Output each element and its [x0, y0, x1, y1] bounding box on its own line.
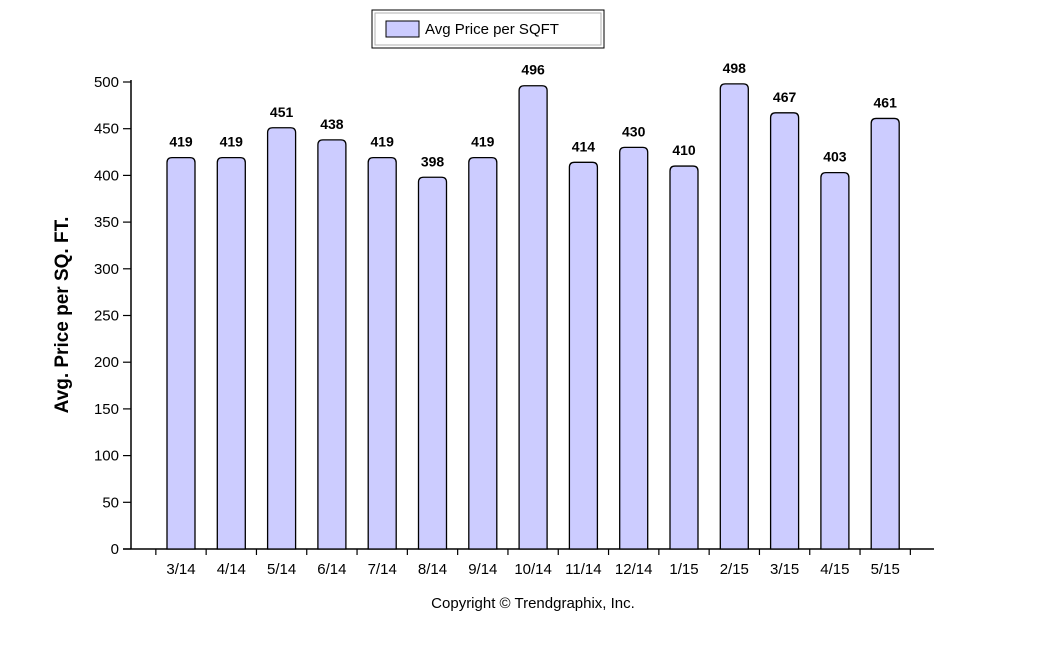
x-tick-label: 8/14 — [418, 561, 447, 578]
bar — [417, 176, 448, 550]
y-axis: 0 50 100 150 200 250 300 350 400 450 500 — [94, 74, 132, 558]
x-tick-label: 1/15 — [669, 561, 698, 578]
y-tick-label: 400 — [94, 167, 119, 184]
copyright-footer: Copyright © Trendgraphix, Inc. — [431, 595, 635, 612]
data-label: 419 — [220, 134, 244, 150]
x-tick-label: 9/14 — [468, 561, 497, 578]
data-label: 451 — [270, 104, 294, 120]
data-label: 398 — [421, 153, 445, 169]
x-tick-label: 5/14 — [267, 561, 296, 578]
legend-label: Avg Price per SQFT — [425, 21, 559, 38]
data-label: 461 — [874, 94, 898, 110]
bar — [820, 171, 850, 550]
data-label: 419 — [169, 134, 193, 150]
bar — [468, 157, 498, 550]
bar — [216, 157, 246, 550]
bar — [769, 112, 800, 550]
y-axis-title: Avg. Price per SQ. FT. — [52, 217, 73, 414]
bar — [317, 139, 347, 550]
bar — [166, 157, 196, 550]
y-tick-label: 200 — [94, 354, 119, 371]
x-tick-label: 10/14 — [514, 561, 552, 578]
x-axis: 3/14 4/14 5/14 6/14 7/14 8/14 9/14 10/14 11/14 12… — [123, 548, 934, 578]
y-tick-label: 450 — [94, 121, 119, 138]
bar — [619, 146, 649, 550]
data-label: 438 — [320, 116, 344, 132]
y-tick-label: 250 — [94, 308, 119, 325]
data-label: 419 — [471, 134, 495, 150]
bar — [518, 85, 548, 550]
y-tick-label: 0 — [111, 541, 119, 558]
bars — [166, 83, 900, 550]
x-tick-label: 4/14 — [217, 561, 246, 578]
data-label: 419 — [371, 134, 395, 150]
data-label: 403 — [823, 149, 847, 165]
x-tick-label: 3/14 — [166, 561, 195, 578]
data-label: 414 — [572, 138, 596, 154]
x-tick-label: 3/15 — [770, 561, 799, 578]
y-tick-label: 300 — [94, 261, 119, 278]
legend: Avg Price per SQFT — [371, 9, 605, 49]
data-label: 430 — [622, 123, 646, 139]
data-label: 498 — [723, 60, 747, 76]
x-tick-label: 5/15 — [871, 561, 900, 578]
bar — [719, 83, 749, 550]
data-label: 410 — [672, 142, 696, 158]
x-tick-label: 11/14 — [565, 561, 601, 578]
bar — [367, 157, 397, 550]
x-tick-label: 12/14 — [615, 561, 653, 578]
y-tick-label: 350 — [94, 214, 119, 231]
bar — [870, 117, 900, 550]
x-tick-label: 2/15 — [720, 561, 749, 578]
x-tick-label: 6/14 — [317, 561, 346, 578]
bar — [266, 127, 297, 550]
legend-inner-border — [374, 12, 602, 46]
y-tick-label: 150 — [94, 401, 119, 418]
bar — [669, 165, 699, 550]
x-tick-label: 4/15 — [820, 561, 849, 578]
bar — [568, 161, 599, 550]
data-label: 467 — [773, 89, 797, 105]
x-tick-label: 7/14 — [368, 561, 397, 578]
data-labels: 419 419 451 438 419 398 419 496 414 430 410 498 467 4… — [169, 60, 897, 169]
y-tick-label: 500 — [94, 74, 119, 91]
y-tick-label: 50 — [102, 494, 119, 511]
legend-swatch — [385, 20, 420, 38]
data-label: 496 — [521, 62, 545, 78]
y-tick-label: 100 — [94, 448, 119, 465]
